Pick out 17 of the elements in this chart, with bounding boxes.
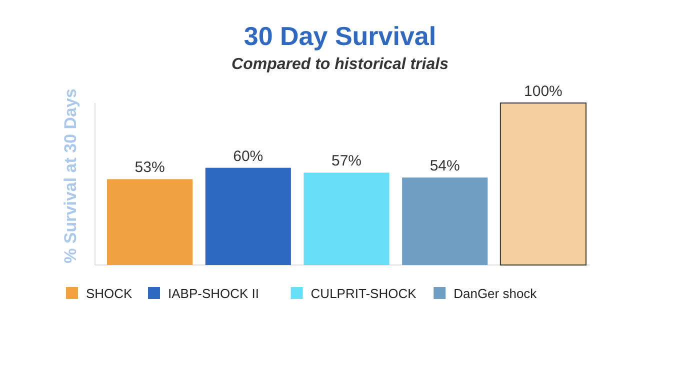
legend-label: DanGer shock [454,286,538,301]
legend-label: IABP-SHOCK II [168,286,260,301]
bar [107,179,193,265]
chart-title: 30 Day Survival [244,21,436,51]
data-label: 100% [524,83,562,100]
data-label: 53% [134,159,165,176]
legend-label: CULPRIT-SHOCK [310,286,417,301]
bar [205,168,291,265]
y-axis-title: % Survival at 30 Days [61,88,80,264]
bar [304,172,390,265]
data-label: 60% [233,148,264,165]
data-label: 57% [331,152,362,170]
data-label: 54% [430,158,460,175]
chart-subtitle: Compared to historical trials [232,56,449,73]
legend-label: SHOCK [86,286,133,301]
bar [500,102,586,266]
bar [402,178,488,265]
